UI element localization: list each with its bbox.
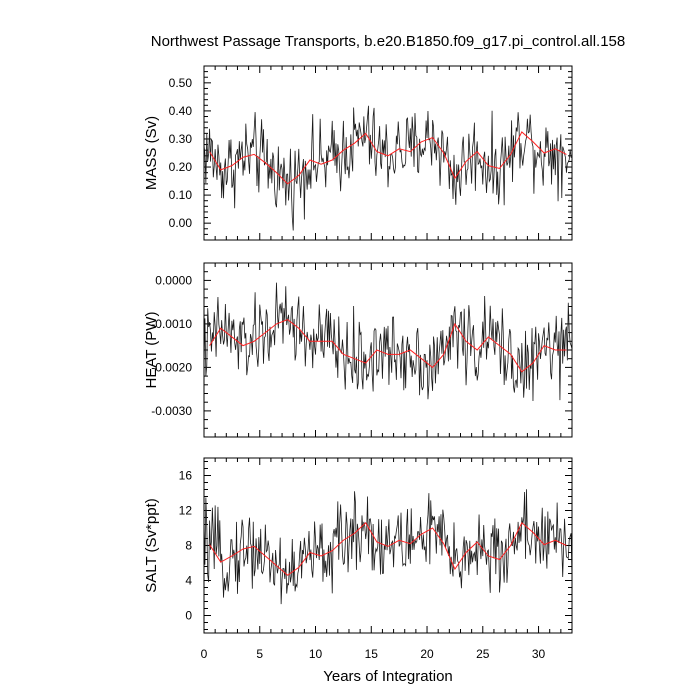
x-tick-labels: 0 5 10 15 20 25 30 — [201, 647, 546, 661]
salt-ticks: 0 4 8 12 16 — [179, 458, 573, 633]
y-tick-label: 0 — [185, 609, 192, 623]
y-tick-label: 16 — [179, 469, 193, 483]
y-tick-label: 0.30 — [169, 132, 193, 146]
x-tick-label: 5 — [256, 647, 263, 661]
y-tick-label: -0.0030 — [151, 404, 192, 418]
mass-raw-series — [203, 105, 573, 231]
y-tick-label: 0.0000 — [155, 273, 192, 287]
x-tick-label: 15 — [365, 647, 379, 661]
mass-frame — [203, 65, 573, 241]
y-tick-label: 8 — [185, 539, 192, 553]
salt-frame — [203, 457, 573, 634]
y-tick-label: -0.0010 — [151, 317, 192, 331]
heat-ylabel: HEAT (PW) — [143, 312, 160, 389]
heat-raw-series — [203, 282, 573, 402]
salt-raw-series — [203, 489, 573, 605]
salt-panel: 0 4 8 12 16 SALT (Sv*ppt) — [143, 457, 573, 634]
mass-annual-series — [209, 131, 567, 185]
x-tick-label: 30 — [532, 647, 546, 661]
annual-mean-line — [209, 521, 567, 576]
salt-annual-series — [209, 521, 567, 576]
y-tick-label: 0.00 — [169, 216, 193, 230]
salt-ylabel: SALT (Sv*ppt) — [143, 498, 160, 592]
x-tick-label: 25 — [476, 647, 490, 661]
x-tick-label: 20 — [420, 647, 434, 661]
mass-ylabel: MASS (Sv) — [143, 116, 160, 190]
x-tick-label: 10 — [309, 647, 323, 661]
heat-annual-series — [209, 318, 567, 373]
y-tick-label: 0.20 — [169, 160, 193, 174]
chart-title: Northwest Passage Transports, b.e20.B185… — [151, 33, 625, 50]
annual-mean-line — [209, 131, 567, 185]
y-tick-label: 0.40 — [169, 104, 193, 118]
y-tick-label: 4 — [185, 574, 192, 588]
mass-panel: 0.00 0.10 0.20 0.30 0.40 0.50 MASS (Sv) — [143, 65, 573, 241]
monthly-trace — [203, 105, 573, 231]
x-axis-label: Years of Integration — [323, 668, 453, 685]
heat-panel: -0.0030 -0.0020 -0.0010 0.0000 HEAT (PW) — [143, 262, 573, 438]
y-tick-label: 0.50 — [169, 76, 193, 90]
monthly-trace — [203, 282, 573, 402]
y-tick-label: -0.0020 — [151, 360, 192, 374]
monthly-trace — [203, 489, 573, 605]
x-tick-label: 0 — [201, 647, 208, 661]
heat-frame — [203, 262, 573, 438]
y-tick-label: 0.10 — [169, 188, 193, 202]
annual-mean-line — [209, 318, 567, 373]
y-tick-label: 12 — [179, 504, 193, 518]
